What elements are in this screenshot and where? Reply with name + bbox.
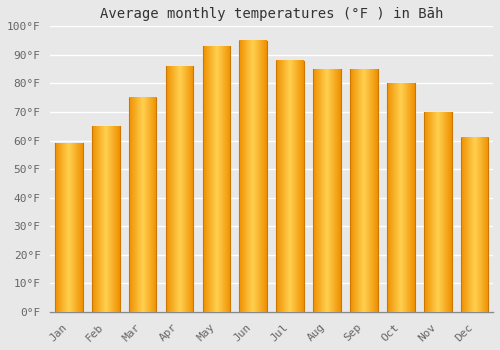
Title: Average monthly temperatures (°F ) in Bāh: Average monthly temperatures (°F ) in Bā… — [100, 7, 444, 21]
